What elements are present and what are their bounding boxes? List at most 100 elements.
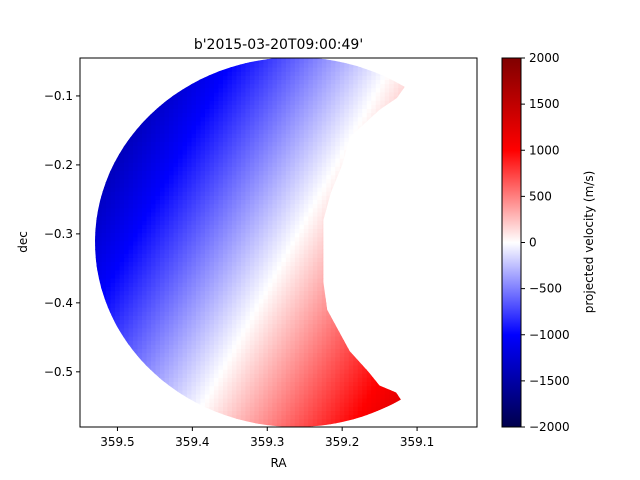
velocity-cell (280, 58, 286, 64)
velocity-cell (388, 232, 394, 238)
velocity-cell (416, 204, 421, 209)
velocity-cell (290, 427, 295, 432)
velocity-cell (303, 58, 309, 60)
velocity-cell (416, 150, 421, 155)
velocity-cell (397, 137, 403, 143)
velocity-cell (321, 327, 327, 333)
velocity-cell (425, 84, 430, 89)
velocity-cell (294, 104, 300, 109)
velocity-cell (330, 427, 335, 432)
velocity-cell (352, 95, 358, 101)
velocity-cell (465, 67, 470, 72)
velocity-cell (271, 91, 277, 97)
velocity-cell (388, 120, 394, 126)
velocity-cell (370, 149, 376, 155)
velocity-cell (496, 361, 501, 366)
velocity-cell (496, 158, 501, 163)
velocity-cell (348, 290, 354, 296)
velocity-cell (452, 224, 457, 229)
velocity-cell (370, 141, 376, 147)
velocity-cell (420, 390, 425, 395)
velocity-cell (258, 360, 264, 366)
velocity-cell (370, 186, 376, 192)
velocity-cell (316, 278, 322, 283)
velocity-cell (366, 133, 372, 138)
velocity-cell (298, 182, 304, 188)
velocity-cell (452, 406, 457, 411)
velocity-cell (416, 125, 421, 130)
velocity-cell (325, 133, 331, 138)
velocity-cell (452, 117, 457, 122)
velocity-cell (285, 360, 291, 366)
velocity-cell (370, 344, 376, 349)
velocity-cell (402, 377, 405, 383)
velocity-cell (470, 170, 475, 175)
velocity-cell (357, 385, 363, 391)
velocity-cell (425, 410, 430, 415)
velocity-cell (321, 385, 327, 391)
velocity-cell (307, 95, 313, 101)
velocity-cell (357, 381, 363, 387)
velocity-cell (325, 331, 331, 337)
velocity-cell (429, 63, 434, 68)
velocity-cell (343, 62, 349, 68)
velocity-cell (483, 348, 488, 353)
velocity-cell (325, 253, 331, 258)
velocity-cell (325, 224, 331, 229)
velocity-cell (461, 228, 466, 233)
velocity-cell (479, 75, 484, 80)
velocity-cell (352, 257, 358, 263)
velocity-cell (357, 174, 363, 180)
velocity-cell (289, 195, 295, 200)
velocity-cell (258, 418, 264, 424)
velocity-cell (348, 75, 354, 80)
velocity-cell (425, 340, 430, 345)
velocity-cell (352, 302, 358, 308)
velocity-cell (280, 286, 286, 292)
velocity-cell (348, 71, 354, 76)
velocity-cell (353, 427, 358, 432)
velocity-cell (334, 224, 340, 229)
velocity-cell (343, 369, 349, 374)
velocity-cell (470, 96, 475, 101)
velocity-cell (285, 298, 291, 304)
velocity-cell (289, 129, 295, 134)
velocity-cell (397, 377, 403, 383)
velocity-cell (438, 220, 443, 225)
velocity-cell (456, 324, 461, 329)
velocity-cell (361, 174, 367, 180)
velocity-cell (312, 302, 318, 308)
velocity-cell (271, 422, 277, 427)
velocity-cell (325, 215, 331, 221)
velocity-cell (298, 232, 304, 238)
velocity-cell (330, 220, 336, 225)
velocity-cell (330, 385, 336, 391)
velocity-cell (325, 377, 331, 383)
velocity-cell (366, 385, 372, 391)
velocity-cell (298, 344, 304, 349)
velocity-cell (393, 182, 399, 188)
velocity-cell (461, 150, 466, 155)
velocity-cell (402, 244, 405, 250)
velocity-cell (271, 124, 277, 130)
velocity-cell (366, 323, 372, 329)
velocity-cell (352, 174, 358, 180)
velocity-cell (425, 253, 430, 258)
velocity-cell (357, 228, 363, 234)
velocity-cell (402, 228, 405, 234)
velocity-cell (456, 96, 461, 101)
velocity-cell (379, 158, 385, 163)
velocity-cell (289, 62, 295, 68)
velocity-cell (388, 133, 394, 138)
velocity-cell (470, 402, 475, 407)
velocity-cell (361, 298, 367, 304)
velocity-cell (348, 145, 354, 151)
velocity-cell (289, 178, 295, 184)
velocity-cell (465, 121, 470, 126)
velocity-cell (348, 381, 354, 387)
velocity-cell (416, 319, 421, 324)
velocity-cell (294, 129, 300, 134)
velocity-cell (429, 402, 434, 407)
velocity-cell (325, 149, 331, 155)
velocity-cell (492, 216, 497, 221)
